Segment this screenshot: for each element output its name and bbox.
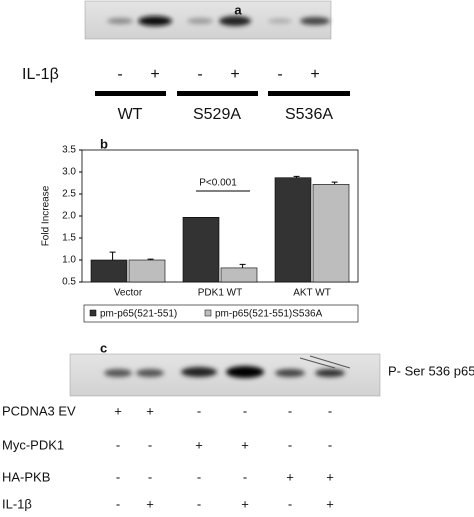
- blot-a: [84, 0, 332, 40]
- x-tick-label: Vector: [114, 288, 143, 299]
- sign: -: [288, 437, 292, 452]
- sign: -: [116, 496, 120, 511]
- annotation: P<0.001: [199, 178, 237, 189]
- sign: +: [241, 496, 249, 511]
- y-tick-label: 1.0: [62, 255, 76, 266]
- row-label: PCDNA3 EV: [2, 403, 76, 418]
- bar: [90, 259, 128, 283]
- sign: +: [230, 66, 239, 83]
- legend-swatch: [89, 309, 97, 317]
- error-bar: [239, 263, 246, 268]
- row-label: Myc-PDK1: [2, 437, 64, 452]
- sign: +: [195, 437, 203, 452]
- sign: +: [326, 469, 334, 484]
- y-tick-label: 1.5: [62, 233, 76, 244]
- sign: +: [310, 66, 319, 83]
- row-label: IL-1β: [22, 66, 59, 83]
- y-axis-label: Fold Increase: [41, 185, 52, 246]
- sign: +: [150, 66, 159, 83]
- bar: [128, 259, 166, 283]
- sign: -: [288, 496, 292, 511]
- plot-frame: [81, 149, 359, 283]
- x-tick-label: AKT WT: [293, 288, 331, 299]
- sign: -: [197, 469, 201, 484]
- sign: -: [148, 437, 152, 452]
- sign: +: [241, 437, 249, 452]
- sign: -: [277, 66, 282, 83]
- sign: -: [148, 469, 152, 484]
- y-tick-label: 3.0: [62, 167, 76, 178]
- bar: [220, 267, 258, 283]
- group-label: S529A: [193, 106, 241, 123]
- y-tick-label: 2.0: [62, 211, 76, 222]
- bar: [182, 217, 220, 283]
- bar: [274, 177, 312, 283]
- sign: -: [116, 469, 120, 484]
- group-bars: [95, 91, 350, 96]
- legend-swatch: [204, 309, 212, 317]
- group-label: WT: [118, 106, 143, 123]
- legend-box: [83, 304, 359, 323]
- sign: -: [328, 437, 332, 452]
- error-bar: [147, 258, 154, 260]
- sign: -: [243, 469, 247, 484]
- blot-c: [69, 353, 381, 397]
- panel-label: b: [100, 136, 108, 151]
- group-label: S536A: [285, 106, 333, 123]
- panel-label: c: [100, 340, 107, 355]
- panel-label: a: [234, 2, 242, 17]
- sign: -: [197, 66, 202, 83]
- error-bar: [331, 181, 338, 185]
- bar: [312, 184, 350, 283]
- row-label: HA-PKB: [2, 469, 50, 484]
- sign: +: [286, 469, 294, 484]
- error-bar: [293, 175, 300, 178]
- sign: -: [117, 66, 122, 83]
- sign: -: [197, 403, 201, 418]
- sign: -: [197, 496, 201, 511]
- sign: -: [328, 403, 332, 418]
- sign: +: [146, 496, 154, 511]
- sign: +: [114, 403, 122, 418]
- y-tick-label: 3.5: [62, 145, 76, 156]
- x-tick-label: PDK1 WT: [198, 288, 242, 299]
- sign: +: [326, 496, 334, 511]
- row-label: IL-1β: [2, 496, 32, 511]
- sign: -: [243, 403, 247, 418]
- y-tick-label: 2.5: [62, 189, 76, 200]
- sign: -: [288, 403, 292, 418]
- sign: +: [146, 403, 154, 418]
- legend-label: pm-p65(521-551): [100, 309, 177, 320]
- legend-label: pm-p65(521-551)S536A: [215, 309, 323, 320]
- sign: -: [116, 437, 120, 452]
- blot-label: P- Ser 536 p65: [388, 363, 474, 378]
- y-tick-label: 0.5: [62, 277, 76, 288]
- error-bar: [109, 251, 116, 260]
